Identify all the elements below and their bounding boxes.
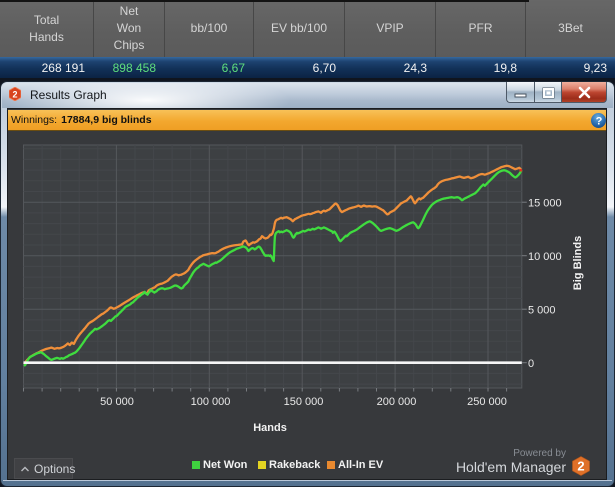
svg-text:All-In EV: All-In EV	[338, 459, 384, 471]
svg-text:100 000: 100 000	[191, 396, 231, 408]
svg-text:2: 2	[577, 459, 584, 474]
svg-text:0: 0	[528, 358, 534, 370]
svg-text:Net Won: Net Won	[203, 459, 248, 471]
svg-text:2: 2	[12, 90, 17, 100]
svg-text:200 000: 200 000	[377, 396, 417, 408]
svg-text:10 000: 10 000	[528, 251, 562, 263]
svg-text:250 000: 250 000	[467, 396, 507, 408]
svg-text:5 000: 5 000	[528, 304, 556, 316]
svg-text:15 000: 15 000	[528, 197, 562, 209]
svg-text:Big Blinds: Big Blinds	[572, 236, 584, 290]
svg-text:Rakeback: Rakeback	[269, 459, 321, 471]
svg-text:50 000: 50 000	[100, 396, 134, 408]
svg-text:?: ?	[596, 116, 603, 128]
svg-text:150 000: 150 000	[284, 396, 324, 408]
svg-text:Hands: Hands	[253, 422, 287, 434]
